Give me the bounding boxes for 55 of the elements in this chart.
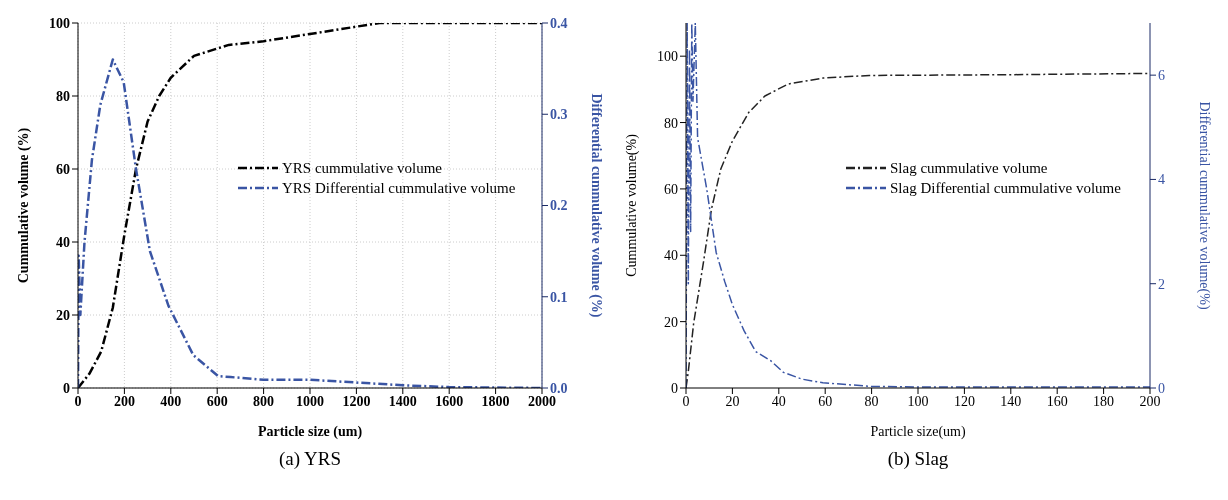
y2-tick-label: 0.2 [550,198,568,214]
x-axis-title: Particle size (um) [257,424,363,440]
x-tick-label: 1200 [342,393,371,409]
y-tick-label: 40 [56,234,70,250]
y2-axis-title: Differential cummulative volume(%) [1196,101,1213,310]
x-tick-label: 400 [160,393,182,409]
y2-tick-label: 2 [1158,276,1165,292]
x-tick-label: 120 [953,393,975,409]
x-tick-label: 100 [907,393,929,409]
legend-label: YRS cummulative volume [282,159,442,178]
legend-label: Slag Differential cummulative volume [890,179,1121,198]
y2-tick-label: 0 [1158,380,1165,396]
x-tick-label: 180 [1093,393,1115,409]
y2-axis-title: Differential cummulative volume (%) [588,93,605,318]
y-tick-label: 40 [664,248,678,264]
y-tick-label: 100 [49,15,70,31]
x-tick-label: 0 [74,393,82,409]
y2-tick-label: 0.1 [550,289,568,305]
y-tick-label: 100 [657,49,678,65]
y-tick-label: 80 [56,88,70,104]
x-tick-label: 200 [1139,393,1161,409]
legend-label: Slag cummulative volume [890,159,1048,178]
x-tick-label: 60 [818,393,833,409]
x-tick-label: 1600 [435,393,464,409]
y-axis-title: Cummulative volume(%) [623,133,640,277]
x-tick-label: 40 [771,393,786,409]
x-tick-label: 1000 [296,393,324,409]
y-tick-label: 80 [664,115,678,131]
x-tick-label: 0 [682,393,690,409]
x-tick-label: 1400 [388,393,417,409]
y2-tick-label: 4 [1158,172,1165,188]
y2-tick-label: 6 [1158,68,1165,84]
text: (a) YRS [277,448,343,470]
x-tick-label: 1800 [481,393,510,409]
x-tick-label: 2000 [528,393,556,409]
y-tick-label: 20 [56,307,70,323]
x-tick-label: 160 [1046,393,1068,409]
x-tick-label: 800 [253,393,275,409]
x-tick-label: 80 [864,393,879,409]
y-tick-label: 60 [56,161,70,177]
x-tick-label: 200 [113,393,135,409]
y-axis-title: Cummulative volume (%) [15,127,32,284]
x-tick-label: 20 [725,393,740,409]
y-tick-label: 0 [671,380,678,396]
x-tick-label: 140 [1000,393,1022,409]
y2-tick-label: 0.3 [550,107,568,123]
x-tick-label: 600 [206,393,228,409]
y-tick-label: 0 [63,380,70,396]
text: (b) Slag [886,448,950,470]
y2-tick-label: 0.0 [550,380,568,396]
y-tick-label: 60 [664,181,678,197]
x-axis-title: Particle size(um) [870,424,966,440]
legend-label: YRS Differential cummulative volume [282,179,516,198]
y-tick-label: 20 [664,314,678,330]
y2-tick-label: 0.4 [550,15,568,31]
